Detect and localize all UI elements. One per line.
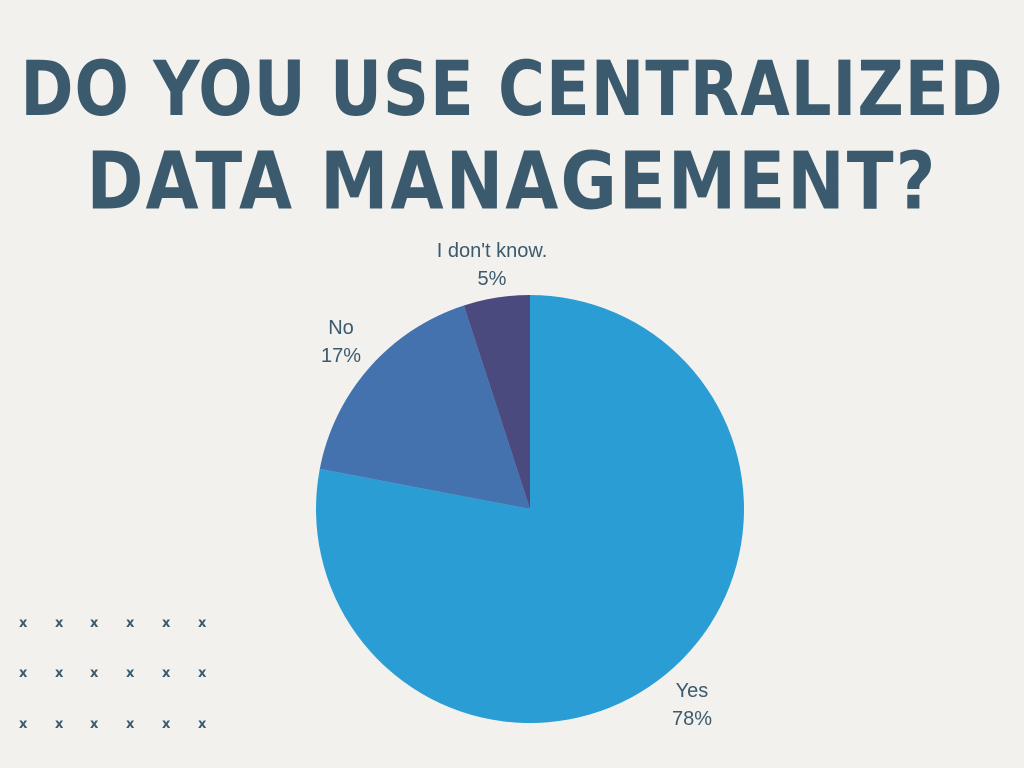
decor-x-mark: x	[198, 616, 207, 631]
pie-labels: Yes 78% No 17% I don't know. 5%	[321, 240, 712, 730]
slice-label-percent: 17%	[321, 345, 361, 367]
chart-title-line-2: Data Management?	[86, 135, 938, 228]
slice-label-category: No	[328, 317, 354, 339]
decor-x-mark: x	[198, 717, 207, 732]
decor-x-mark: x	[19, 666, 28, 681]
decor-x-mark: x	[55, 616, 64, 631]
pie-slice-no	[319, 305, 530, 509]
pie-slices	[315, 295, 744, 723]
decor-x-mark: x	[162, 717, 171, 732]
pie-slice-i-don-t-know	[463, 295, 530, 509]
decor-x-mark: x	[19, 616, 28, 631]
slice-label-percent: 5%	[478, 268, 507, 290]
slice-label-percent: 78%	[672, 708, 712, 730]
decor-x-mark: x	[90, 717, 99, 732]
decor-x-mark: x	[162, 616, 171, 631]
decor-x-mark: x	[55, 666, 64, 681]
decor-x-mark: x	[126, 717, 135, 732]
slice-label-category: I don't know.	[437, 240, 548, 262]
decor-x-mark: x	[19, 717, 28, 732]
decor-x-mark: x	[90, 616, 99, 631]
decor-x-mark: x	[126, 616, 135, 631]
chart-title-line-1: Do You Use Centralized	[20, 46, 1004, 134]
decor-x-mark: x	[55, 717, 64, 732]
decor-x-mark: x	[198, 666, 207, 681]
decor-x-mark: x	[162, 666, 171, 681]
decor-x-mark: x	[126, 666, 135, 681]
decorative-x-pattern: x x x x x x x x x x x x x x x x x x	[0, 0, 260, 768]
decor-x-mark: x	[90, 666, 99, 681]
slice-label-category: Yes	[676, 680, 709, 702]
